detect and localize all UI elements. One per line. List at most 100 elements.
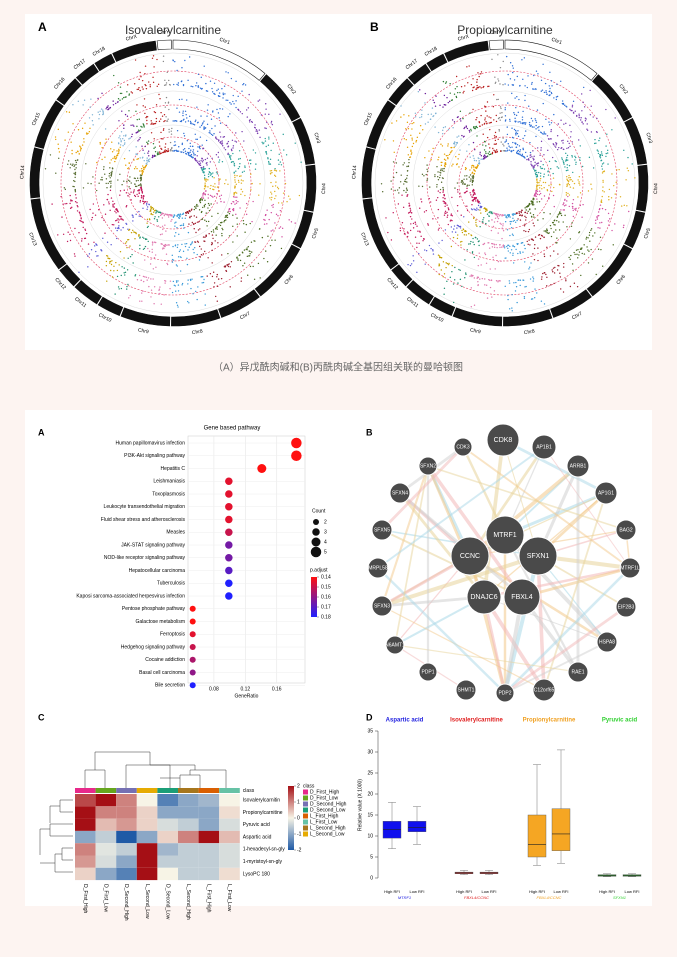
- snp-point: [477, 276, 480, 279]
- snp-point: [536, 186, 538, 188]
- snp-point: [590, 228, 593, 230]
- snp-point: [201, 218, 203, 221]
- snp-point: [442, 133, 444, 135]
- snp-point: [497, 281, 499, 283]
- snp-point: [440, 168, 442, 170]
- snp-point: [174, 245, 177, 247]
- snp-point: [172, 245, 174, 248]
- snp-point: [536, 184, 539, 187]
- snp-point: [532, 204, 534, 206]
- snp-point: [270, 199, 272, 201]
- snp-point: [111, 151, 114, 153]
- snp-point: [229, 157, 232, 159]
- snp-point: [186, 263, 189, 266]
- snp-point: [572, 112, 575, 114]
- snp-point: [124, 113, 127, 116]
- snp-point: [196, 253, 198, 256]
- snp-point: [566, 106, 568, 108]
- snp-point: [173, 150, 175, 152]
- snp-point: [85, 132, 88, 134]
- snp-point: [471, 176, 473, 178]
- snp-point: [162, 151, 165, 154]
- snp-point: [125, 164, 127, 166]
- chromosome-label: Chr1: [218, 37, 230, 46]
- snp-point: [472, 274, 474, 277]
- snp-point: [410, 153, 412, 155]
- snp-point: [533, 166, 535, 168]
- legend-dot: [313, 519, 319, 525]
- snp-point: [71, 206, 73, 209]
- snp-point: [448, 153, 451, 156]
- snp-point: [466, 66, 468, 68]
- snp-point: [597, 211, 600, 213]
- snp-point: [602, 170, 604, 173]
- snp-point: [599, 137, 601, 139]
- snp-point: [571, 205, 574, 208]
- snp-point: [129, 294, 131, 297]
- snp-point: [513, 128, 516, 131]
- snp-point: [133, 168, 136, 170]
- snp-point: [202, 168, 205, 171]
- snp-point: [84, 122, 86, 124]
- node: [455, 679, 477, 701]
- snp-point: [236, 175, 238, 177]
- snp-point: [523, 225, 526, 227]
- snp-point: [543, 230, 545, 232]
- snp-point: [458, 135, 460, 137]
- snp-point: [531, 81, 533, 84]
- snp-point: [82, 226, 84, 229]
- node: [418, 662, 438, 682]
- snp-point: [571, 222, 573, 224]
- snp-point: [67, 131, 70, 133]
- snp-point: [157, 225, 160, 227]
- chromosome-label: Chr13: [27, 232, 38, 247]
- snp-point: [197, 205, 199, 207]
- snp-point: [495, 214, 498, 216]
- snp-point: [68, 111, 71, 113]
- snp-point: [104, 156, 106, 158]
- snp-point: [468, 176, 470, 178]
- snp-point: [577, 196, 579, 198]
- snp-point: [218, 195, 221, 198]
- snp-point: [391, 122, 393, 124]
- snp-point: [234, 181, 236, 183]
- snp-point: [55, 138, 57, 141]
- snp-point: [432, 249, 434, 251]
- snp-point: [380, 183, 383, 185]
- snp-point: [171, 291, 174, 294]
- snp-point: [270, 120, 273, 123]
- dot: [225, 477, 233, 485]
- snp-point: [490, 279, 493, 281]
- circos: Chr1Chr2Chr3Chr4Chr5Chr6Chr7Chr8Chr9Chr1…: [351, 29, 659, 336]
- snp-point: [566, 147, 568, 150]
- snp-point: [464, 259, 466, 261]
- snp-point: [72, 185, 74, 188]
- snp-point: [249, 222, 251, 225]
- snp-point: [146, 116, 149, 118]
- ring: [114, 124, 232, 242]
- dot: [189, 631, 196, 638]
- snp-point: [188, 56, 191, 58]
- snp-point: [461, 134, 463, 137]
- snp-point: [578, 181, 580, 183]
- snp-point: [429, 118, 432, 120]
- snp-point: [512, 252, 514, 254]
- snp-point: [101, 92, 103, 95]
- snp-point: [564, 166, 566, 168]
- snp-point: [596, 218, 599, 220]
- snp-point: [588, 234, 591, 236]
- snp-point: [548, 197, 550, 199]
- snp-point: [142, 124, 145, 126]
- snp-point: [459, 149, 461, 151]
- snp-point: [206, 275, 208, 277]
- snp-point: [112, 104, 115, 106]
- snp-point: [461, 240, 463, 243]
- x-tick-label: High RFI: [384, 889, 400, 894]
- snp-point: [243, 262, 246, 264]
- snp-point: [550, 122, 553, 124]
- snp-point: [158, 293, 160, 295]
- snp-point: [129, 176, 131, 178]
- snp-point: [478, 157, 480, 160]
- snp-point: [230, 202, 233, 205]
- class-bar: [178, 788, 199, 793]
